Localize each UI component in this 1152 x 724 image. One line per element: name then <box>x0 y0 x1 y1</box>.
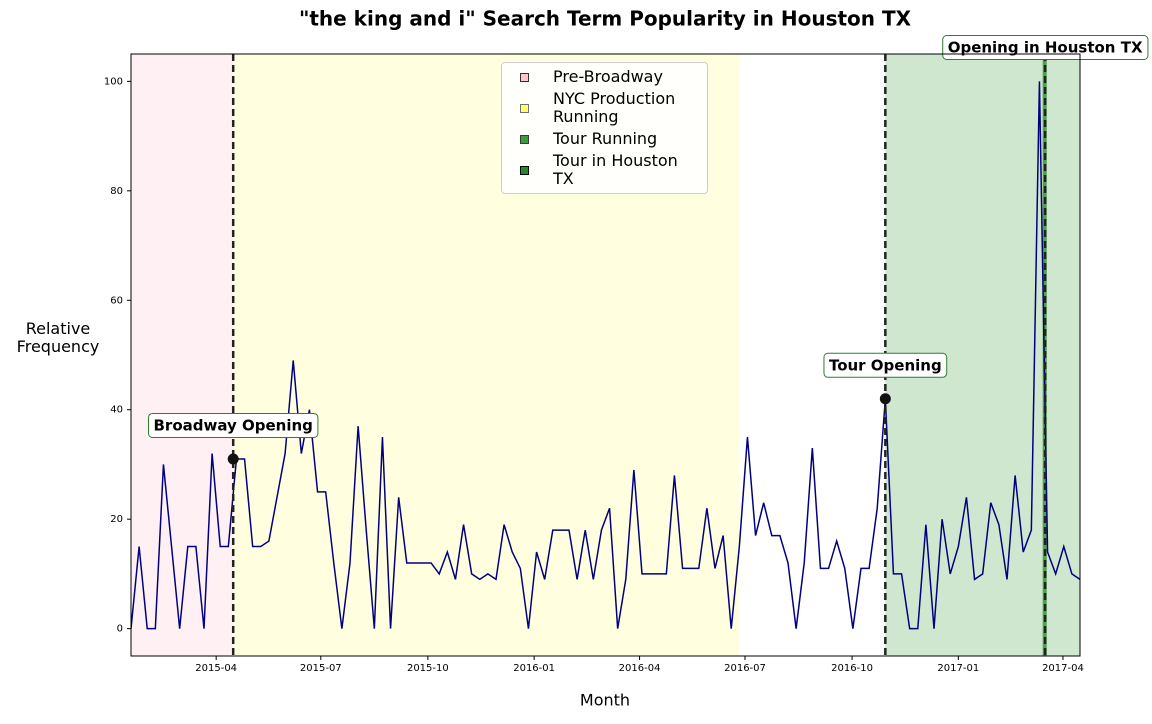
event-marker <box>227 453 239 465</box>
x-tick-label: 2016-04 <box>619 663 661 674</box>
y-tick-label: 80 <box>110 186 123 197</box>
legend: Pre-Broadway NYC Production Running Tour R… <box>501 62 708 194</box>
plot-frame <box>130 53 1081 657</box>
legend-label: Tour Running <box>553 129 658 148</box>
x-tick-label: 2015-10 <box>407 663 449 674</box>
y-tick-label: 40 <box>110 405 123 416</box>
event-label-box <box>147 412 319 438</box>
legend-item: NYC Production Running <box>502 88 707 128</box>
x-axis-label: Month <box>580 691 630 710</box>
legend-swatch <box>520 72 529 82</box>
event-label: Broadway Opening <box>153 416 312 434</box>
legend-item: Pre-Broadway <box>502 66 707 88</box>
y-tick-label: 20 <box>110 514 123 525</box>
chart-title: "the king and i" Search Term Popularity … <box>299 7 912 31</box>
event-label: Tour Opening <box>829 356 942 374</box>
legend-label: Pre-Broadway <box>553 67 663 86</box>
event-annotation: Broadway Opening <box>147 412 319 438</box>
legend-label: NYC Production Running <box>553 89 676 126</box>
x-tick-label: 2017-01 <box>937 663 979 674</box>
event-annotation: Opening in Houston TX <box>942 35 1149 60</box>
event-marker <box>879 393 891 405</box>
y-tick-label: 60 <box>110 295 123 306</box>
period-region <box>131 54 234 656</box>
legend-swatch <box>520 103 529 113</box>
legend-item: Tour in Houston TX <box>502 150 707 190</box>
x-tick-label: 2016-07 <box>724 663 766 674</box>
event-label: Opening in Houston TX <box>948 39 1143 57</box>
x-tick-label: 2015-04 <box>195 663 237 674</box>
y-axis-label: Relative Frequency <box>16 319 100 356</box>
event-label-box <box>823 352 948 378</box>
y-tick-label: 100 <box>104 76 123 87</box>
legend-label: Tour in Houston TX <box>553 151 678 188</box>
x-tick-label: 2016-10 <box>831 663 873 674</box>
event-annotation: Tour Opening <box>823 352 948 378</box>
legend-item: Tour Running <box>502 128 707 150</box>
y-tick-label: 0 <box>117 624 123 635</box>
x-tick-label: 2017-04 <box>1042 663 1084 674</box>
legend-swatch <box>520 165 529 175</box>
legend-swatch <box>520 134 529 144</box>
x-tick-label: 2015-07 <box>300 663 342 674</box>
x-tick-label: 2016-01 <box>513 663 555 674</box>
data-line <box>131 81 1080 630</box>
